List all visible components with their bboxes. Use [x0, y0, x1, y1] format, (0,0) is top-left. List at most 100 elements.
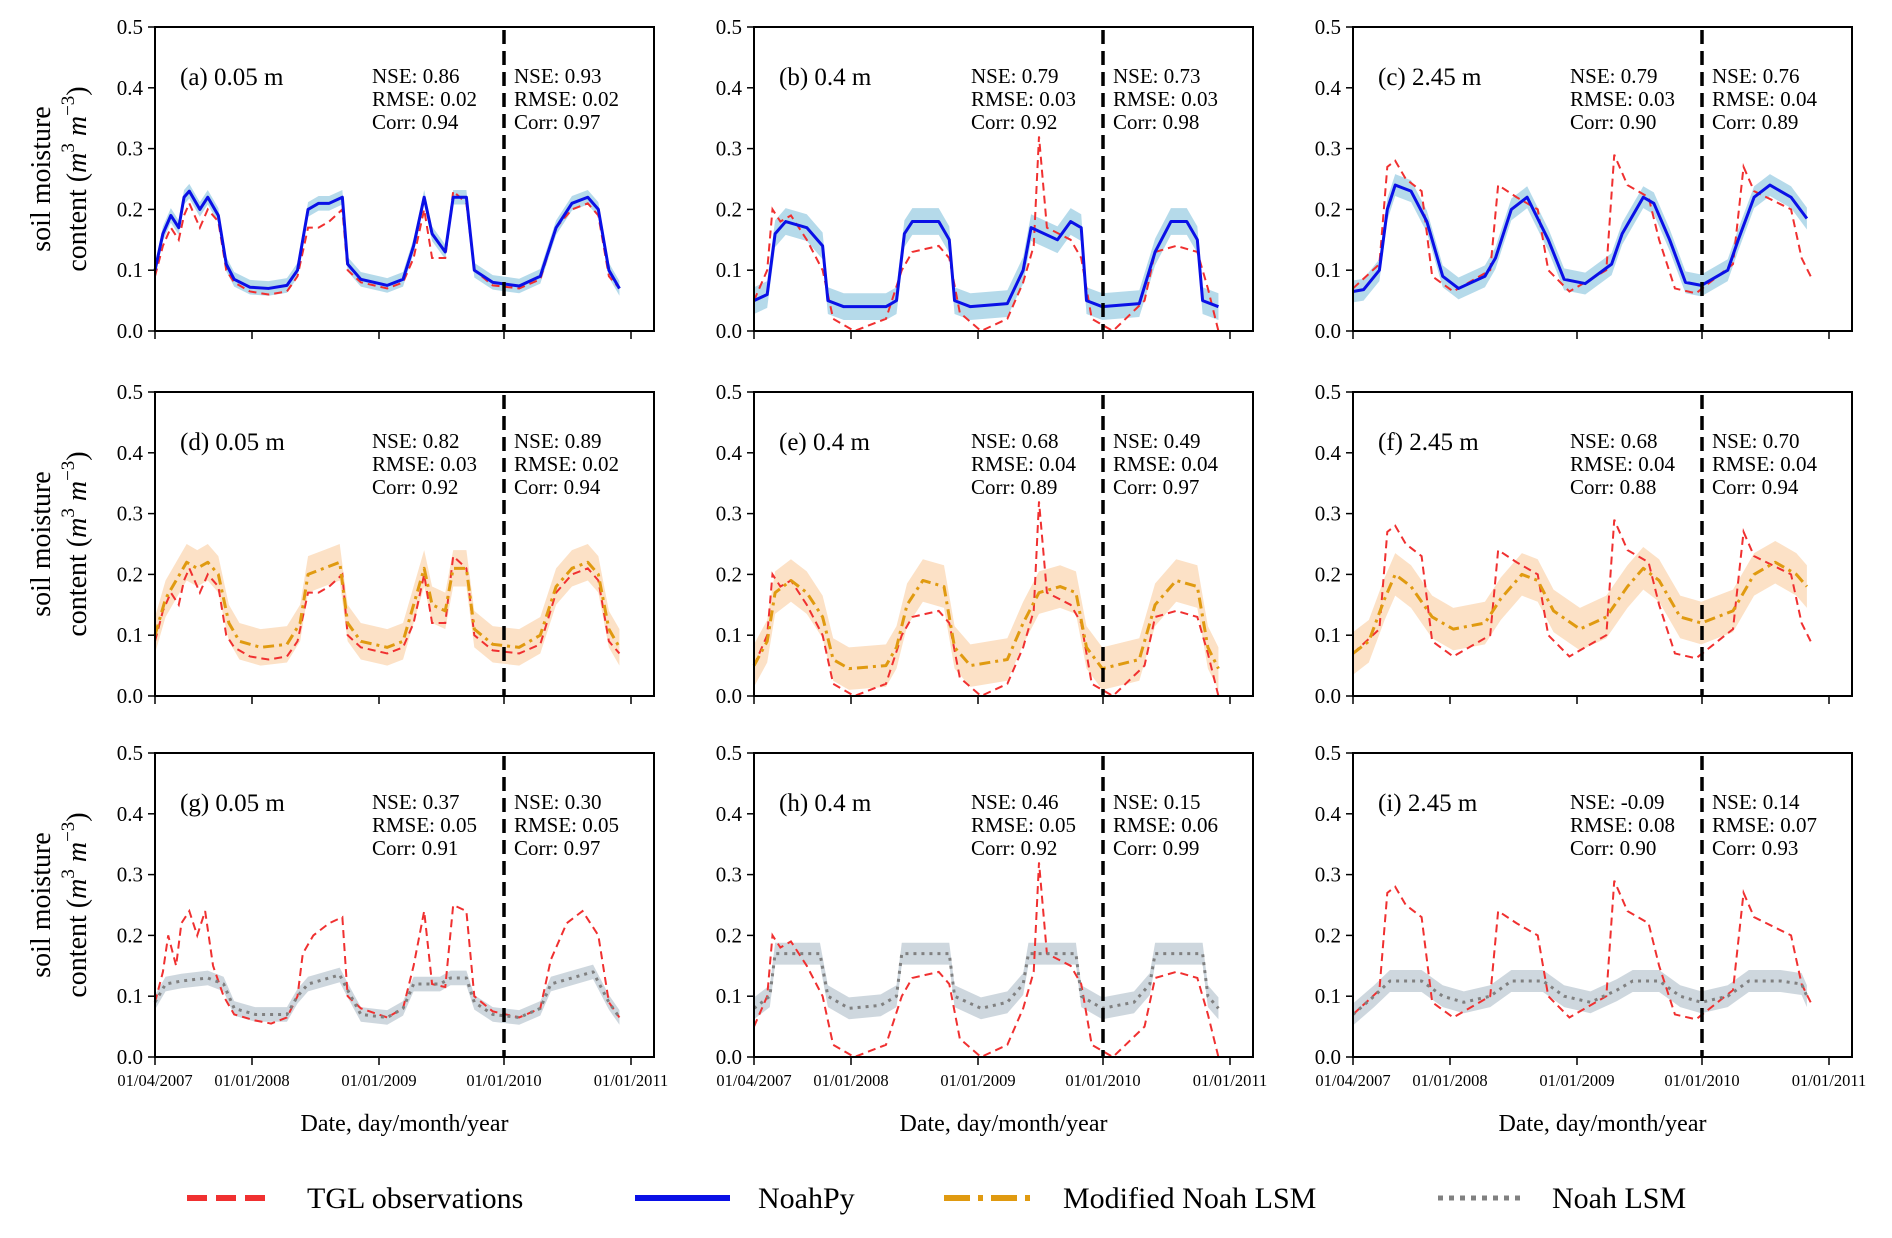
x-axis-title: Date, day/month/year — [1499, 1111, 1707, 1137]
metric-corr-calibration: Corr: 0.90 — [1570, 836, 1656, 860]
xtick-label: 01/01/2009 — [1539, 1071, 1614, 1090]
metric-rmse-validation: RMSE: 0.04 — [1712, 452, 1818, 476]
panel-label-b: (b) 0.4 m — [779, 64, 872, 91]
metric-rmse-calibration: RMSE: 0.03 — [372, 452, 477, 476]
ytick-label: 0.2 — [117, 197, 143, 221]
ytick-label: 0.3 — [117, 137, 143, 161]
y-axis-title-line2: content (m3 m−3) — [58, 86, 93, 271]
ytick-label: 0.4 — [1315, 76, 1342, 100]
metric-nse-validation: NSE: 0.70 — [1712, 429, 1800, 453]
ytick-label: 0.5 — [1315, 741, 1341, 765]
y-axis-title-line2: content (m3 m−3) — [58, 812, 93, 997]
ytick-label: 0.3 — [1315, 137, 1341, 161]
panel-label-a: (a) 0.05 m — [180, 64, 284, 91]
uncertainty-band-a — [155, 183, 620, 296]
panel-label-c: (c) 2.45 m — [1378, 64, 1482, 91]
model-line-b — [753, 220, 1219, 309]
metric-corr-validation: Corr: 0.94 — [1712, 475, 1799, 499]
ytick-label: 0.5 — [117, 15, 143, 39]
ytick-label: 0.2 — [716, 562, 742, 586]
ytick-label: 0.4 — [1315, 441, 1342, 465]
ytick-label: 0.1 — [117, 984, 143, 1008]
ytick-label: 0.5 — [716, 15, 742, 39]
xtick-label: 01/01/2010 — [1065, 1071, 1140, 1090]
ytick-label: 0.4 — [117, 802, 144, 826]
y-axis-title: soil moisture content (m3 m−3) — [26, 812, 93, 997]
metric-nse-validation: NSE: 0.49 — [1113, 429, 1201, 453]
ytick-label: 0.3 — [716, 137, 742, 161]
observation-line-f — [1352, 519, 1814, 660]
y-axis-title: soil moisture content (m3 m−3) — [26, 451, 93, 636]
metric-nse-validation: NSE: 0.14 — [1712, 790, 1800, 814]
observation-line-e — [753, 501, 1220, 698]
ytick-label: 0.5 — [117, 741, 143, 765]
y-axis-title-line2: content (m3 m−3) — [58, 451, 93, 636]
ytick-label: 0.3 — [716, 863, 742, 887]
legend-label-noah-lsm: Noah LSM — [1552, 1182, 1686, 1215]
panel-c: 0.00.10.20.30.40.5(c) 2.45 m NSE: 0.79RMS… — [1315, 15, 1853, 343]
legend-label-noahpy: NoahPy — [758, 1182, 855, 1215]
model-line-e — [752, 578, 1220, 671]
metric-rmse-validation: RMSE: 0.02 — [514, 452, 619, 476]
xtick-label: 01/04/2007 — [1315, 1071, 1390, 1090]
ytick-label: 0.5 — [716, 380, 742, 404]
metric-nse-calibration: NSE: 0.37 — [372, 790, 460, 814]
observation-line-a — [154, 189, 621, 296]
axes-frame-d — [154, 391, 655, 697]
ytick-label: 0.2 — [117, 923, 143, 947]
metric-rmse-calibration: RMSE: 0.04 — [971, 452, 1077, 476]
x-axis-titles: Date, day/month/year Date, day/month/year… — [301, 1111, 1707, 1137]
metric-corr-calibration: Corr: 0.94 — [372, 110, 459, 134]
panel-d: 0.00.10.20.30.40.5(d) 0.05 m NSE: 0.82RMS… — [117, 380, 655, 708]
metric-nse-calibration: NSE: -0.09 — [1570, 790, 1665, 814]
observation-line-g — [154, 903, 621, 1025]
ytick-label: 0.2 — [1315, 923, 1341, 947]
axes-frame-h — [753, 752, 1254, 1058]
metric-rmse-validation: RMSE: 0.04 — [1712, 87, 1818, 111]
ytick-label: 0.0 — [1315, 1045, 1341, 1069]
metric-rmse-validation: RMSE: 0.07 — [1712, 813, 1817, 837]
metric-nse-calibration: NSE: 0.82 — [372, 429, 460, 453]
ytick-label: 0.1 — [1315, 623, 1341, 647]
ytick-label: 0.0 — [1315, 684, 1341, 708]
observation-line-d — [154, 554, 621, 661]
observation-line-h — [753, 862, 1220, 1059]
xtick-label: 01/01/2008 — [214, 1071, 289, 1090]
metric-nse-calibration: NSE: 0.86 — [372, 64, 460, 88]
panel-label-f: (f) 2.45 m — [1378, 429, 1479, 456]
ytick-label: 0.1 — [1315, 984, 1341, 1008]
xtick-label: 01/01/2011 — [594, 1071, 669, 1090]
x-axis-title: Date, day/month/year — [301, 1111, 509, 1137]
xtick-label: 01/01/2011 — [1193, 1071, 1268, 1090]
ytick-label: 0.2 — [716, 197, 742, 221]
metric-nse-validation: NSE: 0.76 — [1712, 64, 1800, 88]
ytick-label: 0.0 — [117, 684, 143, 708]
xtick-label: 01/01/2011 — [1792, 1071, 1867, 1090]
metric-nse-calibration: NSE: 0.46 — [971, 790, 1059, 814]
metric-nse-calibration: NSE: 0.79 — [1570, 64, 1658, 88]
panel-label-d: (d) 0.05 m — [180, 429, 285, 456]
ytick-label: 0.4 — [716, 76, 743, 100]
y-axis-title-line1: soil moisture — [26, 106, 57, 251]
panel-b: 0.00.10.20.30.40.5(b) 0.4 m NSE: 0.79RMSE… — [716, 15, 1254, 343]
legend-entry-noah-lsm: Noah LSM — [1438, 1182, 1686, 1215]
panel-label-h: (h) 0.4 m — [779, 790, 872, 817]
ytick-label: 0.1 — [117, 258, 143, 282]
ytick-label: 0.4 — [716, 802, 743, 826]
legend-label-modified-noah-lsm: Modified Noah LSM — [1063, 1182, 1316, 1215]
metric-rmse-calibration: RMSE: 0.08 — [1570, 813, 1675, 837]
metric-rmse-validation: RMSE: 0.06 — [1113, 813, 1218, 837]
metric-corr-calibration: Corr: 0.88 — [1570, 475, 1656, 499]
y-axis-title-line1: soil moisture — [26, 471, 57, 616]
ytick-label: 0.2 — [1315, 562, 1341, 586]
panel-label-e: (e) 0.4 m — [779, 429, 870, 456]
ytick-label: 0.0 — [117, 1045, 143, 1069]
metric-nse-validation: NSE: 0.30 — [514, 790, 602, 814]
metric-corr-validation: Corr: 0.97 — [514, 110, 600, 134]
metric-corr-validation: Corr: 0.94 — [514, 475, 601, 499]
ytick-label: 0.1 — [716, 258, 742, 282]
model-line-d — [153, 560, 621, 649]
ytick-label: 0.4 — [716, 441, 743, 465]
legend: TGL observations NoahPy Modified Noah LS… — [187, 1182, 1686, 1215]
legend-entry-modified-noah-lsm: Modified Noah LSM — [944, 1182, 1316, 1215]
